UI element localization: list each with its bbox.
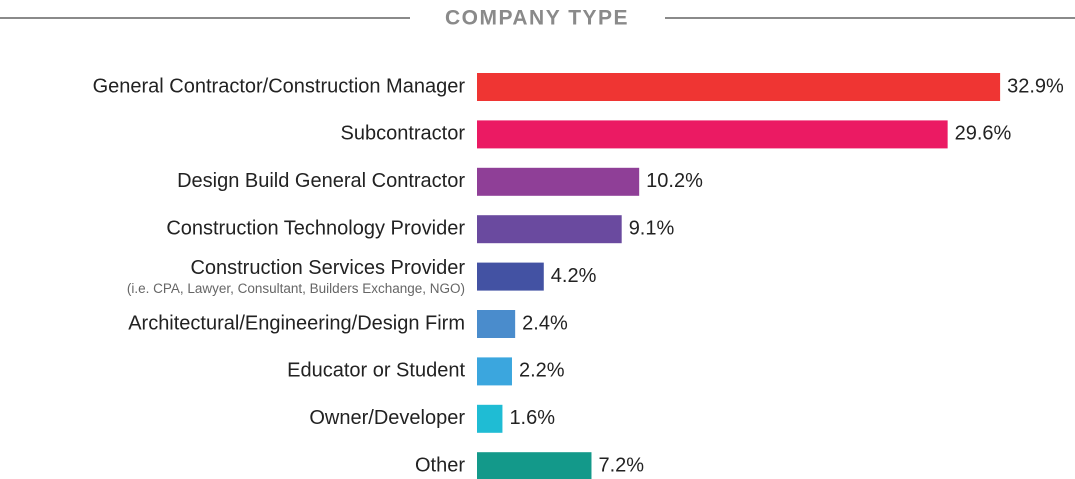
bar <box>477 452 592 479</box>
category-note: (i.e. CPA, Lawyer, Consultant, Builders … <box>127 281 465 296</box>
category-label: Architectural/Engineering/Design Firm <box>128 312 465 334</box>
value-label: 1.6% <box>509 407 555 429</box>
value-label: 7.2% <box>598 454 644 476</box>
value-label: 29.6% <box>955 123 1012 145</box>
category-label: Subcontractor <box>340 123 465 145</box>
chart-title: COMPANY TYPE <box>445 7 629 30</box>
bar <box>477 357 512 386</box>
category-label: Construction Technology Provider <box>166 217 465 239</box>
bar <box>477 262 544 291</box>
bar <box>477 167 640 196</box>
category-label: General Contractor/Construction Manager <box>93 75 466 97</box>
value-label: 10.2% <box>646 170 703 192</box>
category-label: Owner/Developer <box>309 407 465 429</box>
category-label: Construction Services Provider <box>190 257 465 279</box>
bar <box>477 404 503 433</box>
category-label: Design Build General Contractor <box>177 170 465 192</box>
value-label: 4.2% <box>551 265 597 287</box>
category-label: Educator or Student <box>287 360 465 382</box>
value-label: 2.4% <box>522 312 568 334</box>
bar <box>477 73 1001 101</box>
bar <box>477 120 948 149</box>
value-label: 9.1% <box>629 217 675 239</box>
category-label: Other <box>415 454 465 476</box>
value-label: 32.9% <box>1007 75 1064 97</box>
bar <box>477 310 516 338</box>
value-label: 2.2% <box>519 360 565 382</box>
bar <box>477 215 622 244</box>
